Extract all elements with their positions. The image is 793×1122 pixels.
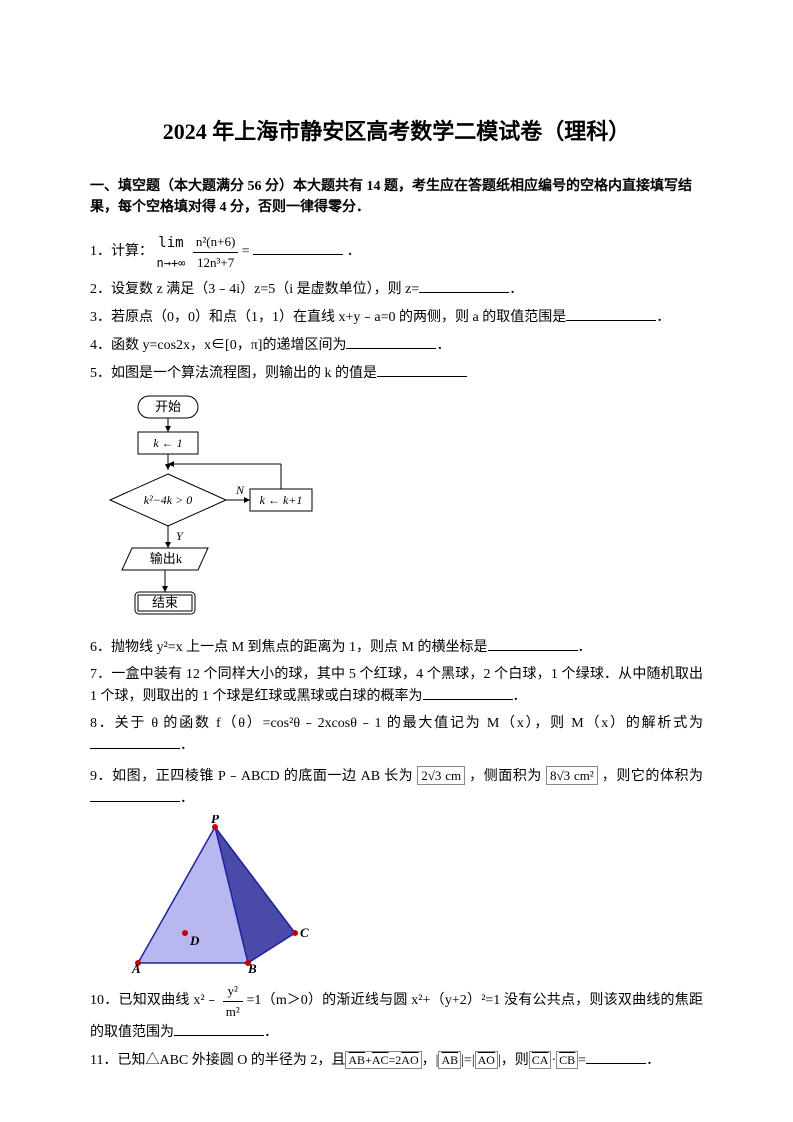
q11-text-a: 11．已知△ABC 外接圆 O 的半径为 2，且	[90, 1053, 345, 1068]
q1-period: ．	[347, 244, 361, 259]
q11-vec-ab: AB	[438, 1051, 461, 1069]
q9-blank	[90, 787, 180, 802]
q10-period: ．	[264, 1025, 278, 1040]
section-heading: 一、填空题（本大题满分 56 分）本大题共有 14 题，考生应在答题纸相应编号的…	[90, 176, 703, 218]
q1-blank	[253, 240, 343, 255]
q3-text: 3．若原点（0，0）和点（1，1）在直线 x+y﹣a=0 的两侧，则 a 的取值…	[90, 310, 566, 325]
q8-blank	[90, 734, 180, 749]
q7-blank	[423, 685, 513, 700]
q3-blank	[566, 306, 656, 321]
q10-fraction: y² m²	[223, 981, 243, 1021]
question-8: 8．关于 θ 的函数 f（θ）=cos²θ﹣2xcosθ﹣1 的最大值记为 M（…	[90, 713, 703, 756]
q4-period: ．	[436, 338, 450, 353]
q2-blank	[419, 278, 509, 293]
q9-edge: 2√3 cm	[417, 766, 465, 785]
q11-vec-ca: CA	[529, 1051, 552, 1069]
question-9: 9．如图，正四棱锥 P﹣ABCD 的底面一边 AB 长为 2√3 cm ，侧面积…	[90, 766, 703, 809]
q7-period: ．	[513, 689, 527, 704]
flow-cond: k²−4k > 0	[144, 493, 192, 507]
label-c: C	[300, 925, 309, 940]
q9-text-c: ，则它的体积为	[602, 769, 703, 784]
q5-text: 5．如图是一个算法流程图，则输出的 k 的值是	[90, 366, 377, 381]
flow-yes: Y	[176, 529, 184, 543]
q6-text: 6．抛物线 y²=x 上一点 M 到焦点的距离为 1，则点 M 的横坐标是	[90, 640, 488, 655]
question-1: 1．计算： lim n→+∞ n²(n+6) 12n³+7 = ．	[90, 232, 703, 272]
q6-blank	[488, 636, 578, 651]
q3-period: ．	[656, 310, 670, 325]
flow-no: N	[235, 483, 245, 497]
label-b: B	[247, 961, 257, 975]
q9-text-a: 9．如图，正四棱锥 P﹣ABCD 的底面一边 AB 长为	[90, 769, 413, 784]
limit-icon: lim n→+∞	[157, 233, 186, 272]
question-5: 5．如图是一个算法流程图，则输出的 k 的值是	[90, 362, 703, 384]
q9-text-d: ．	[180, 791, 194, 806]
question-6: 6．抛物线 y²=x 上一点 M 到焦点的距离为 1，则点 M 的横坐标是 ．	[90, 636, 703, 658]
flow-inc: k ← k+1	[260, 493, 303, 507]
q9-text-b: ，侧面积为	[469, 769, 542, 784]
question-2: 2．设复数 z 满足（3﹣4i）z=5（i 是虚数单位），则 z= ．	[90, 278, 703, 300]
q1-eq: =	[242, 244, 250, 259]
question-11: 11．已知△ABC 外接圆 O 的半径为 2，且AB+AC=2AO，|AB|=|…	[90, 1049, 703, 1071]
q8-text: 8．关于 θ 的函数 f（θ）=cos²θ﹣2xcosθ﹣1 的最大值记为 M（…	[90, 716, 703, 731]
q11-vec-cb: CB	[556, 1051, 578, 1069]
flowchart-svg: 开始 k ← 1 k²−4k > 0 N k ← k+1 Y 输出k 结束	[108, 392, 318, 630]
question-7: 7．一盒中装有 12 个同样大小的球，其中 5 个红球，4 个黑球，2 个白球，…	[90, 664, 703, 707]
q5-blank	[377, 362, 467, 377]
q1-fraction: n²(n+6) 12n³+7	[193, 232, 238, 272]
flow-out: 输出k	[150, 551, 183, 566]
flow-start: 开始	[155, 399, 181, 414]
page-title: 2024 年上海市静安区高考数学二模试卷（理科）	[90, 115, 703, 148]
flowchart: 开始 k ← 1 k²−4k > 0 N k ← k+1 Y 输出k 结束	[108, 392, 703, 630]
question-4: 4．函数 y=cos2x，x∈[0，π]的递增区间为 ．	[90, 334, 703, 356]
label-a: A	[131, 961, 141, 975]
q2-period: ．	[509, 282, 523, 297]
question-10: 10．已知双曲线 x²﹣ y² m² =1（m＞0）的渐近线与圆 x²+（y+2…	[90, 981, 703, 1043]
q10-text-a: 10．已知双曲线 x²﹣	[90, 993, 219, 1008]
label-d: D	[189, 933, 200, 948]
flow-end: 结束	[152, 595, 178, 610]
q6-period: ．	[578, 640, 592, 655]
q4-blank	[346, 334, 436, 349]
label-p: P	[211, 815, 220, 826]
q11-vec-expr: AB+AC=2AO	[345, 1051, 421, 1069]
q1-label: 1．计算：	[90, 244, 153, 259]
flow-assign: k ← 1	[153, 436, 182, 450]
q11-blank	[586, 1049, 646, 1064]
q11-period: ．	[646, 1053, 660, 1068]
pyramid: P A B C D	[120, 815, 703, 975]
q2-text: 2．设复数 z 满足（3﹣4i）z=5（i 是虚数单位），则 z=	[90, 282, 419, 297]
pyramid-svg: P A B C D	[120, 815, 320, 975]
q7-text: 7．一盒中装有 12 个同样大小的球，其中 5 个红球，4 个黑球，2 个白球，…	[90, 667, 703, 704]
q4-text: 4．函数 y=cos2x，x∈[0，π]的递增区间为	[90, 338, 346, 353]
question-3: 3．若原点（0，0）和点（1，1）在直线 x+y﹣a=0 的两侧，则 a 的取值…	[90, 306, 703, 328]
q10-blank	[174, 1021, 264, 1036]
q9-area: 8√3 cm²	[546, 766, 598, 785]
q11-vec-ao: AO	[475, 1051, 498, 1069]
q8-period: ．	[180, 738, 194, 753]
